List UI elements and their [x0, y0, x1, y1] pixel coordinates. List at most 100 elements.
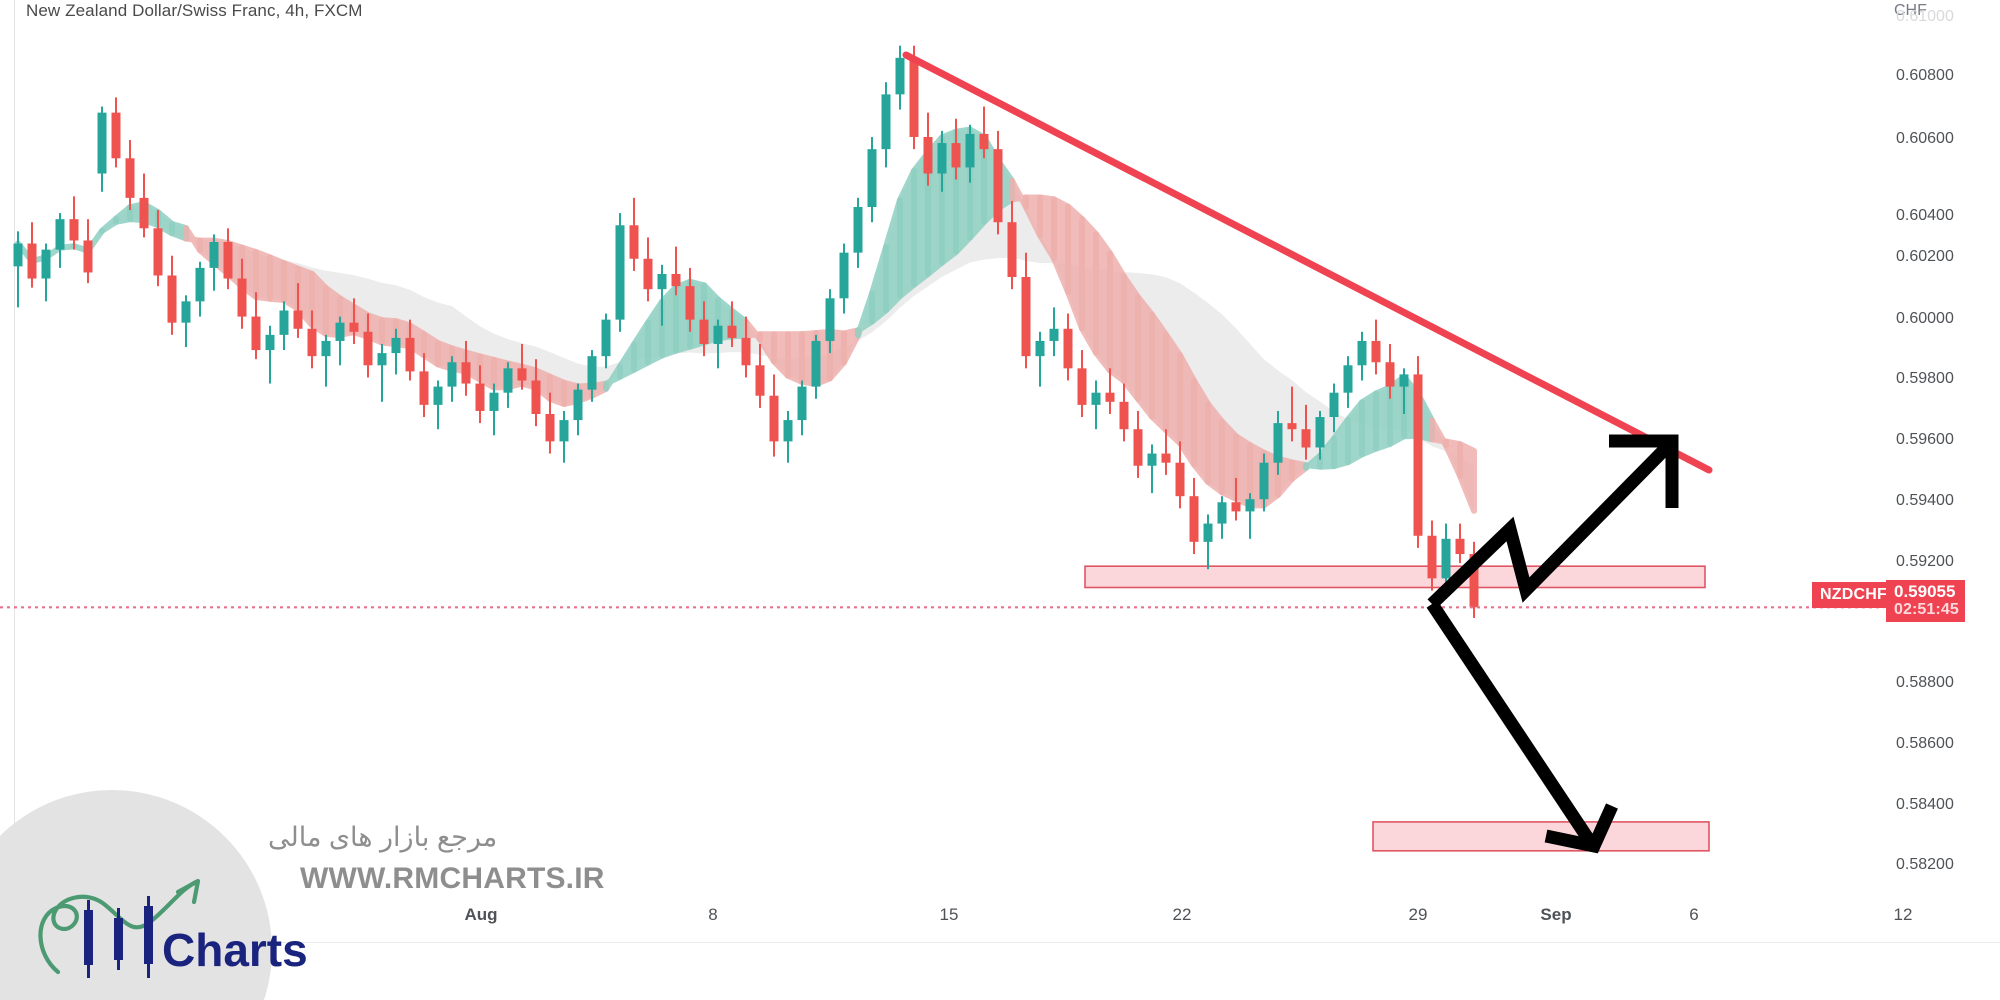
time-tick: 12: [1893, 905, 1913, 924]
candle-body: [727, 325, 737, 338]
candle-body: [265, 334, 275, 351]
candle-body: [1231, 502, 1241, 512]
candle-body: [685, 286, 695, 320]
candle-body: [545, 413, 555, 442]
price-tick: 0.58200: [1896, 856, 1954, 873]
candle-body: [1301, 429, 1311, 448]
candle-body: [363, 331, 373, 366]
candle-body: [1119, 401, 1129, 430]
candle-body: [475, 383, 485, 411]
price-axis[interactable]: CHF 0.61000 0.60800 0.60600 0.60400 0.60200 0…: [1884, 0, 2000, 898]
candle-body: [1105, 392, 1115, 402]
candle-body: [349, 322, 359, 332]
candle-body: [937, 143, 947, 174]
bullish-forecast-path: [1427, 439, 1675, 609]
price-tick: 0.60200: [1896, 248, 1954, 265]
candle-body: [1147, 453, 1157, 466]
candle-body: [601, 319, 611, 357]
candle-body: [153, 228, 163, 276]
candle-body: [1077, 368, 1087, 405]
price-tick: 0.59200: [1896, 553, 1954, 570]
candle-body: [1357, 340, 1367, 366]
price-tick: 0.60600: [1896, 130, 1954, 147]
current-price-tag[interactable]: 0.59055 02:51:45: [1886, 580, 1965, 623]
candle-body: [69, 219, 79, 241]
candle-body: [293, 310, 303, 329]
candle-body: [433, 386, 443, 405]
bearish-arrow-head: [1544, 803, 1618, 854]
candle-body: [965, 133, 975, 168]
rmcharts-logo: Charts: [38, 878, 308, 978]
candle-body: [783, 420, 793, 442]
price-tick: 0.60000: [1896, 310, 1954, 327]
candle-body: [1049, 328, 1059, 341]
candle-body: [867, 149, 877, 207]
candle-body: [1217, 502, 1227, 524]
candle-body: [405, 337, 415, 372]
candle-body: [1189, 496, 1199, 542]
candle-body: [419, 371, 429, 405]
candle-body: [825, 298, 835, 341]
price-axis-separator: [1884, 0, 1885, 898]
candle-body: [755, 365, 765, 396]
candle-body: [209, 242, 219, 268]
candle-body: [1273, 423, 1283, 463]
time-axis[interactable]: Aug 8 15 22 29 Sep 6 12: [0, 898, 2000, 1000]
descending-trendline: [902, 51, 1713, 474]
candle-body: [83, 240, 93, 273]
price-tick: 0.60400: [1896, 207, 1954, 224]
time-tick: Aug: [464, 905, 498, 924]
candle-body: [1287, 423, 1297, 430]
support-zone-lower: [1372, 821, 1710, 852]
time-tick: 22: [1172, 905, 1192, 924]
candle-body: [573, 389, 583, 421]
candle-body: [1063, 328, 1073, 369]
candle-body: [55, 219, 65, 250]
candle-body: [629, 225, 639, 259]
candle-body: [391, 337, 401, 354]
candle-body: [895, 57, 905, 95]
candle-body: [111, 112, 121, 159]
candle-body: [853, 206, 863, 253]
candle-body: [321, 340, 331, 357]
candle-body: [335, 322, 345, 341]
candle-body: [1455, 538, 1465, 555]
candle-body: [237, 278, 247, 317]
price-tick: 0.58600: [1896, 735, 1954, 752]
chart-plot-area[interactable]: [0, 0, 1884, 898]
candle-body: [517, 368, 527, 381]
candle-body: [13, 243, 23, 267]
symbol-price-tag: NZDCHF: [1812, 582, 1895, 608]
candle-body: [251, 316, 261, 351]
bearish-forecast-path: [1426, 600, 1599, 850]
candle-body: [1161, 453, 1171, 463]
candle-body: [1259, 462, 1269, 500]
time-tick: 15: [939, 905, 959, 924]
time-tick: 8: [708, 905, 718, 924]
candle-body: [643, 258, 653, 290]
candle-body: [1315, 417, 1325, 448]
candle-body: [461, 362, 471, 384]
candle-body: [1343, 365, 1353, 393]
left-border-rule: [14, 0, 15, 920]
candle-body: [1413, 374, 1423, 536]
candle-body: [923, 136, 933, 174]
candle-body: [881, 94, 891, 150]
candle-body: [1245, 499, 1255, 512]
price-tick: 0.58800: [1896, 674, 1954, 691]
candle-body: [503, 368, 513, 393]
candle-body: [979, 133, 989, 150]
price-tick: 0.59600: [1896, 431, 1954, 448]
candle-body: [1329, 392, 1339, 418]
candle-body: [125, 158, 135, 198]
candle-body: [1203, 523, 1213, 542]
price-tick: 0.59400: [1896, 492, 1954, 509]
time-tick: 29: [1408, 905, 1428, 924]
candle-body: [1399, 374, 1409, 387]
bullish-arrow-head: [1609, 434, 1679, 508]
candle-body: [1469, 554, 1479, 608]
watermark-url: WWW.RMCHARTS.IR: [300, 862, 605, 895]
candle-body: [909, 57, 919, 137]
candle-body: [447, 362, 457, 387]
